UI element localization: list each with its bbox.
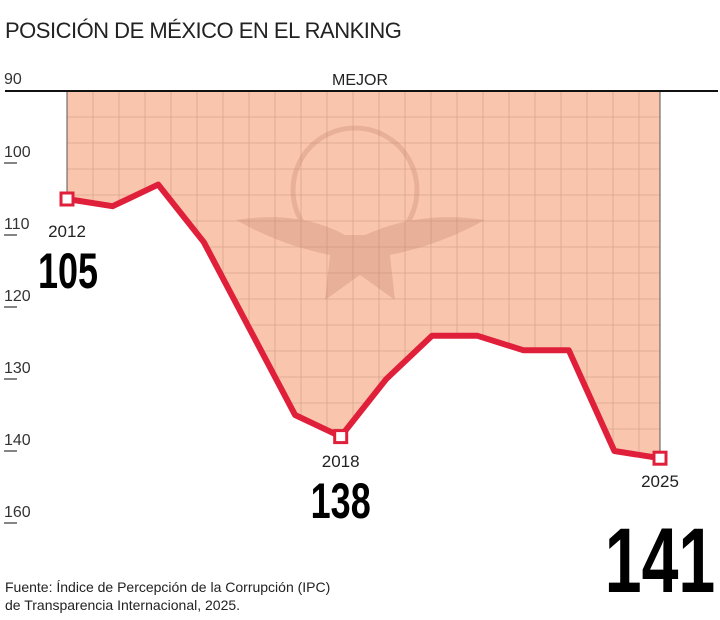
y-tick-label: 110 — [4, 216, 30, 233]
y-tick-label: 100 — [4, 144, 31, 161]
source-note: Fuente: Índice de Percepción de la Corru… — [5, 578, 330, 614]
top-label-mejor: MEJOR — [332, 72, 388, 89]
year-label-2018: 2018 — [322, 452, 360, 471]
emblem-eagle — [236, 217, 485, 300]
source-line-2: de Transparencia Internacional, 2025. — [5, 597, 241, 613]
highlight-marker-2012 — [59, 191, 75, 207]
value-label-2025: 141 — [605, 508, 716, 611]
highlight-marker-2018 — [333, 429, 349, 445]
chart-title: POSICIÓN DE MÉXICO EN EL RANKING — [5, 18, 402, 43]
source-line-1: Fuente: Índice de Percepción de la Corru… — [5, 579, 331, 595]
y-tick-label: 130 — [4, 360, 31, 377]
year-label-2025: 2025 — [641, 472, 679, 491]
y-tick-label: 140 — [4, 432, 31, 449]
y-tick-label: 90 — [4, 71, 22, 88]
y-tick-label: 160 — [4, 504, 31, 521]
highlight-marker-2025 — [652, 450, 668, 466]
series-line — [66, 181, 661, 462]
value-label-2018: 138 — [311, 474, 371, 529]
emblem-watermark — [236, 125, 485, 300]
emblem-globe — [290, 125, 420, 255]
area-fill — [67, 91, 660, 459]
value-label-2012: 105 — [38, 244, 98, 299]
y-tick-label: 120 — [4, 288, 31, 305]
year-label-2012: 2012 — [48, 222, 86, 241]
